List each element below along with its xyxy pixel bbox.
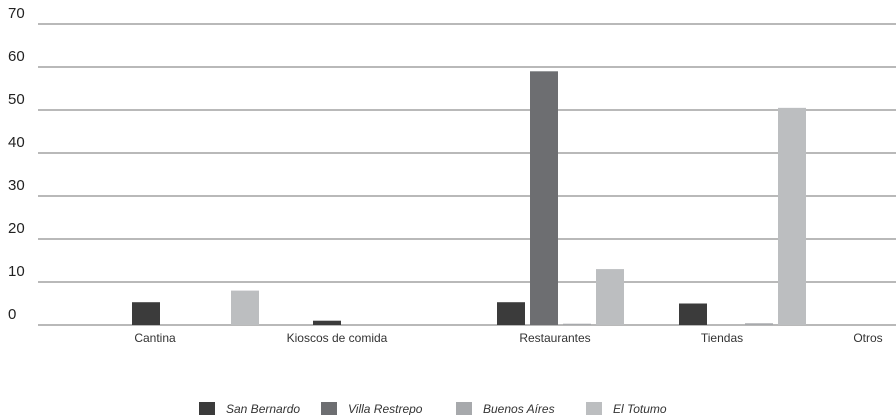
y-axis-ticks: 0 10 20 30 40 50 60 70 [8,5,25,323]
bar [679,303,707,325]
x-category-label: Restaurantes [519,331,590,345]
y-tick-label: 0 [8,306,16,323]
legend-label: El Totumo [613,402,667,415]
y-tick-label: 50 [8,91,25,108]
bars [132,71,806,325]
bar [778,107,806,325]
bar [563,323,591,325]
x-category-label: Kioscos de comida [287,331,388,345]
bar [596,269,624,325]
y-tick-label: 40 [8,134,25,151]
bar [231,290,259,325]
legend-label: Villa Restrepo [348,402,423,415]
legend-label: Buenos Aíres [483,402,555,415]
legend-swatch [321,402,337,415]
legend-swatch [199,402,215,415]
y-tick-label: 70 [8,5,25,22]
y-tick-label: 10 [8,263,25,280]
y-tick-label: 30 [8,177,25,194]
x-category-label: Tiendas [701,331,743,345]
legend-swatch [456,402,472,415]
bar [313,320,341,325]
bar [497,302,525,325]
legend-swatch [586,402,602,415]
x-category-label: Otros [853,331,882,345]
x-category-label: Cantina [134,331,176,345]
y-tick-label: 20 [8,220,25,237]
x-axis-categories: Cantina Kioscos de comida Restaurantes Tien… [134,331,882,345]
y-tick-label: 60 [8,48,25,65]
legend-label: San Bernardo [226,402,300,415]
bar [132,302,160,325]
bar [530,71,558,325]
gridlines [38,23,896,326]
legend: San Bernardo Villa Restrepo Buenos Aíres El… [199,402,667,415]
bar [745,323,773,325]
